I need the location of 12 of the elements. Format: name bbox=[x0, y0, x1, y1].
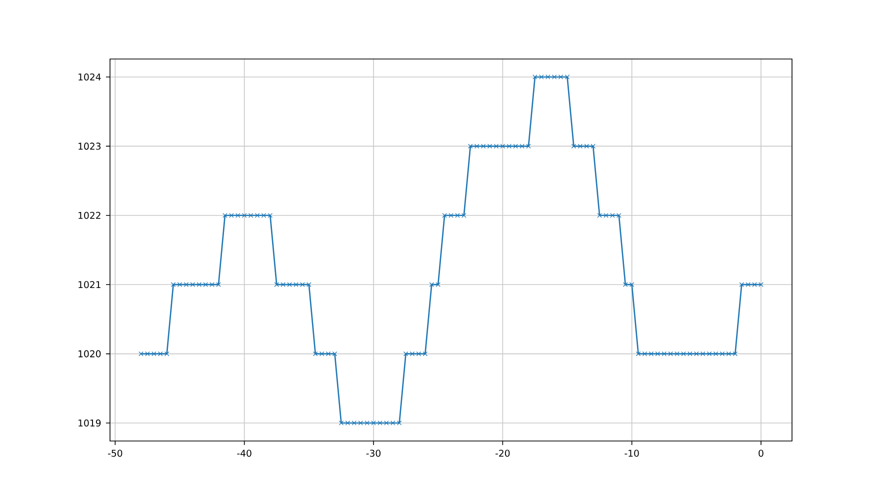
x-tick-label: -50 bbox=[108, 450, 122, 457]
y-tick-label: 1021 bbox=[78, 281, 100, 288]
y-tick-label: 1020 bbox=[78, 350, 101, 358]
x-tick-label: -10 bbox=[624, 450, 639, 457]
y-tick-label: 1019 bbox=[78, 419, 101, 427]
x-tick-label: 0 bbox=[758, 450, 764, 457]
y-tick-label: 1023 bbox=[78, 142, 101, 150]
x-tick-label: -40 bbox=[237, 450, 252, 457]
y-tick-label: 1022 bbox=[78, 212, 100, 219]
y-tick-label: 1024 bbox=[78, 73, 101, 81]
x-tick-label: -30 bbox=[366, 450, 381, 457]
x-tick-label: -20 bbox=[496, 450, 510, 457]
